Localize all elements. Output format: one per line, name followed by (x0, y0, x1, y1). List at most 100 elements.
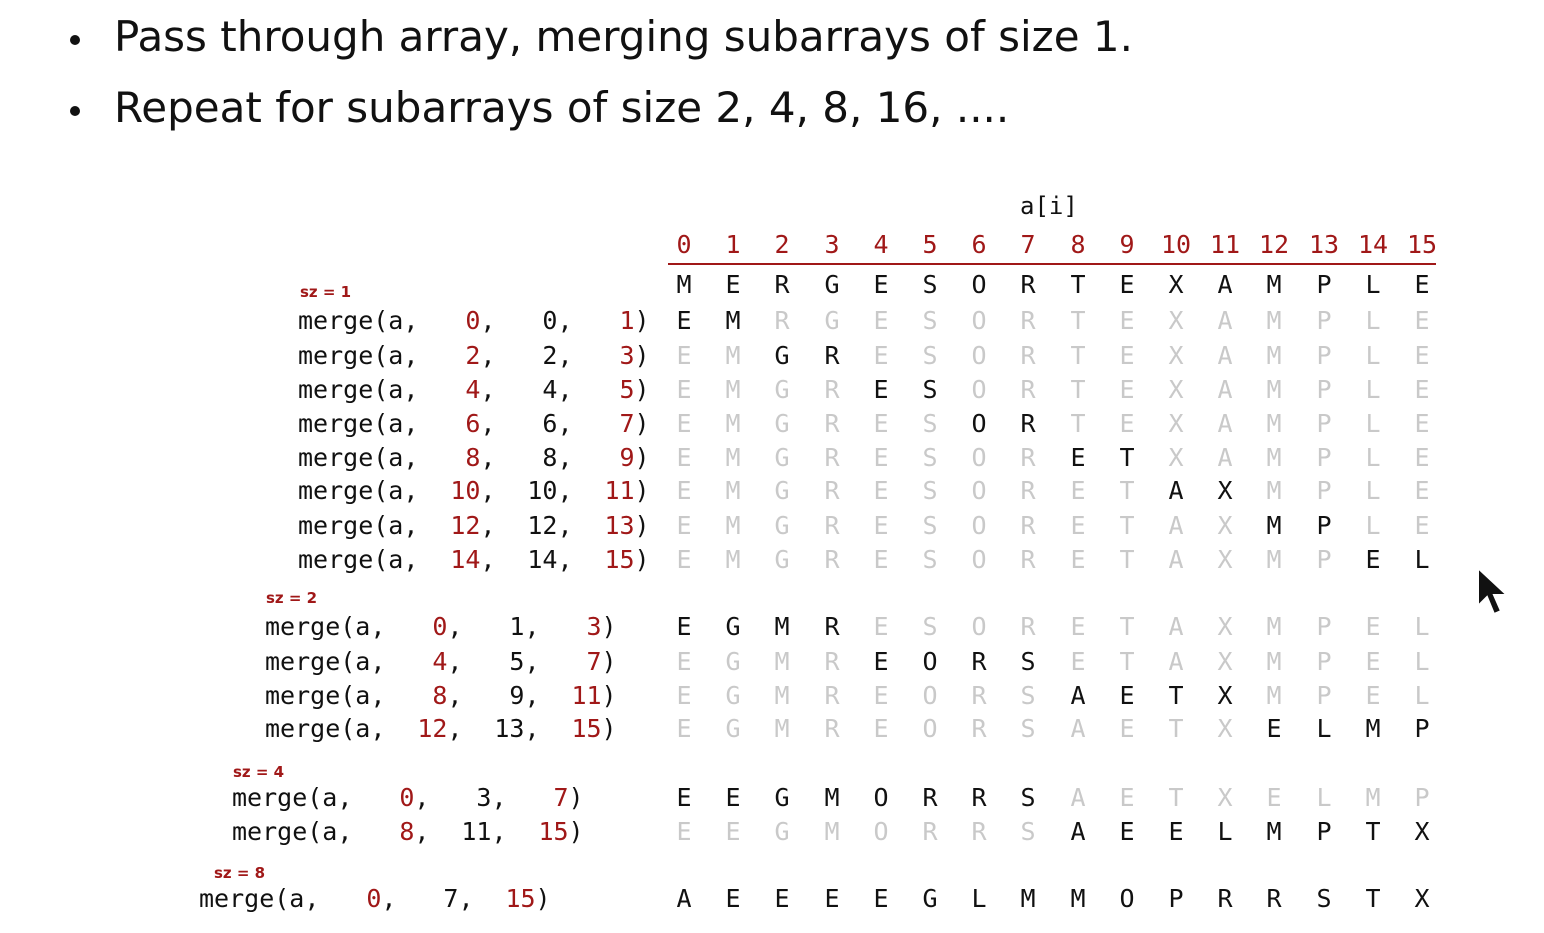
array-cell: E (725, 270, 741, 299)
merge-call: merge(a, 8, 9, 11) (265, 681, 617, 711)
arg-separator: , (557, 476, 573, 505)
array-cell: E (725, 884, 741, 913)
array-cell: L (1365, 375, 1381, 404)
array-cell: E (873, 409, 889, 438)
array-cell: G (774, 443, 790, 472)
array-cell: E (1119, 681, 1135, 710)
index-label: 3 (824, 230, 840, 259)
array-cell: M (1266, 545, 1282, 574)
array-cell: R (971, 783, 987, 812)
arg-separator: , (381, 884, 397, 913)
merge-call: merge(a, 2, 2, 3) (298, 341, 650, 371)
array-cell: M (1266, 409, 1282, 438)
array-cell: E (1414, 476, 1430, 505)
arg-separator: , (480, 545, 496, 574)
array-cell: E (676, 545, 692, 574)
hi-arg: 15 (538, 817, 569, 846)
array-cell: T (1070, 409, 1086, 438)
array-cell: R (824, 714, 840, 743)
array-cell: E (1119, 817, 1135, 846)
merge-call-suffix: ) (634, 511, 650, 540)
array-cell: E (873, 306, 889, 335)
merge-call-suffix: ) (634, 545, 650, 574)
array-cell: R (824, 511, 840, 540)
array-cell: M (1020, 884, 1036, 913)
lo-arg: 4 (465, 375, 481, 404)
array-cell: O (971, 476, 987, 505)
array-cell: A (1168, 476, 1184, 505)
arg-separator: , (524, 714, 540, 743)
array-cell: G (824, 270, 840, 299)
merge-call-suffix: ) (601, 612, 617, 641)
array-cell: G (922, 884, 938, 913)
mid-arg: 0 (542, 306, 558, 335)
index-label: 14 (1357, 230, 1389, 259)
mid-arg: 11 (461, 817, 492, 846)
mid-arg: 7 (443, 884, 459, 913)
array-cell: X (1414, 817, 1430, 846)
hi-arg: 5 (619, 375, 635, 404)
array-cell: E (1414, 375, 1430, 404)
mid-arg: 14 (527, 545, 558, 574)
array-cell: M (1266, 443, 1282, 472)
array-cell: G (774, 476, 790, 505)
array-cell: M (824, 783, 840, 812)
merge-call-prefix: merge(a, (199, 884, 320, 913)
array-cell: M (1266, 476, 1282, 505)
array-cell: M (1266, 817, 1282, 846)
merge-call-prefix: merge(a, (298, 545, 419, 574)
array-cell: M (1365, 714, 1381, 743)
index-label: 2 (774, 230, 790, 259)
array-cell: P (1316, 306, 1332, 335)
array-cell: X (1217, 612, 1233, 641)
arg-separator: , (480, 409, 496, 438)
array-cell: E (676, 612, 692, 641)
array-cell: M (1266, 375, 1282, 404)
array-cell: E (676, 714, 692, 743)
array-cell: X (1168, 409, 1184, 438)
index-label: 8 (1070, 230, 1086, 259)
array-cell: R (824, 375, 840, 404)
hi-arg: 7 (619, 409, 635, 438)
array-cell: A (676, 884, 692, 913)
merge-call-prefix: merge(a, (265, 681, 386, 710)
array-cell: E (676, 306, 692, 335)
array-cell: M (725, 375, 741, 404)
array-cell: O (971, 270, 987, 299)
merge-call: merge(a, 0, 1, 3) (265, 612, 617, 642)
array-cell: E (1119, 341, 1135, 370)
arg-separator: , (524, 612, 540, 641)
array-cell: L (1316, 783, 1332, 812)
array-cell: L (1414, 545, 1430, 574)
array-cell: S (1020, 714, 1036, 743)
array-cell: R (824, 443, 840, 472)
array-cell: E (1414, 443, 1430, 472)
array-cell: M (1266, 306, 1282, 335)
array-cell: P (1316, 409, 1332, 438)
array-cell: E (676, 443, 692, 472)
arg-separator: , (480, 511, 496, 540)
array-cell: T (1119, 476, 1135, 505)
array-cell: T (1168, 783, 1184, 812)
array-cell: M (1266, 270, 1282, 299)
array-cell: L (1414, 647, 1430, 676)
array-cell: A (1217, 270, 1233, 299)
array-cell: E (873, 443, 889, 472)
array-cell: R (824, 341, 840, 370)
mid-arg: 9 (509, 681, 525, 710)
array-cell: O (922, 714, 938, 743)
array-cell: E (1119, 714, 1135, 743)
array-cell: S (1020, 647, 1036, 676)
array-cell: O (873, 817, 889, 846)
array-cell: E (873, 341, 889, 370)
array-cell: T (1119, 545, 1135, 574)
array-cell: O (922, 647, 938, 676)
array-cell: G (774, 817, 790, 846)
array-cell: L (1365, 476, 1381, 505)
array-cell: T (1070, 306, 1086, 335)
size-label: sz = 2 (266, 589, 318, 607)
array-cell: P (1414, 783, 1430, 812)
array-cell: E (1070, 612, 1086, 641)
array-cell: G (725, 647, 741, 676)
array-cell: T (1119, 612, 1135, 641)
